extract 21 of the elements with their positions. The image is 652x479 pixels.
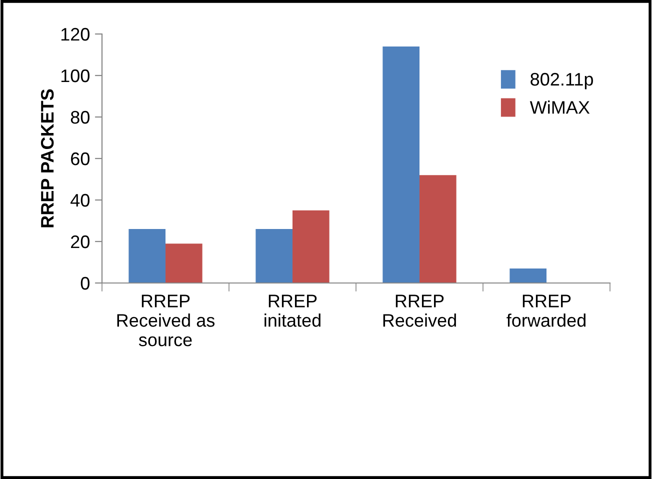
bar xyxy=(166,244,202,283)
y-tick-label: 0 xyxy=(80,276,90,290)
y-tick-label: 100 xyxy=(61,69,90,82)
y-axis-title: RREP PACKETS xyxy=(40,89,54,228)
x-tick-label: RREP initated xyxy=(264,294,320,327)
x-tick-label: RREP Received as source xyxy=(117,294,215,346)
y-tick-label: 120 xyxy=(61,28,90,41)
y-tick-label: 40 xyxy=(70,194,90,207)
bar xyxy=(128,229,166,283)
bar xyxy=(510,268,546,283)
bar xyxy=(256,229,292,283)
y-tick-label: 60 xyxy=(71,152,90,166)
legend-label: WiMAX xyxy=(530,100,590,114)
y-tick-label: 20 xyxy=(71,235,90,248)
bar xyxy=(420,175,456,283)
bar xyxy=(292,210,330,283)
legend-label: 802.11p xyxy=(530,72,593,90)
x-tick-label: RREP forwarded xyxy=(506,294,586,327)
bar xyxy=(382,46,420,283)
y-tick-label: 80 xyxy=(70,110,90,124)
x-tick-label: RREP Received xyxy=(383,294,456,327)
